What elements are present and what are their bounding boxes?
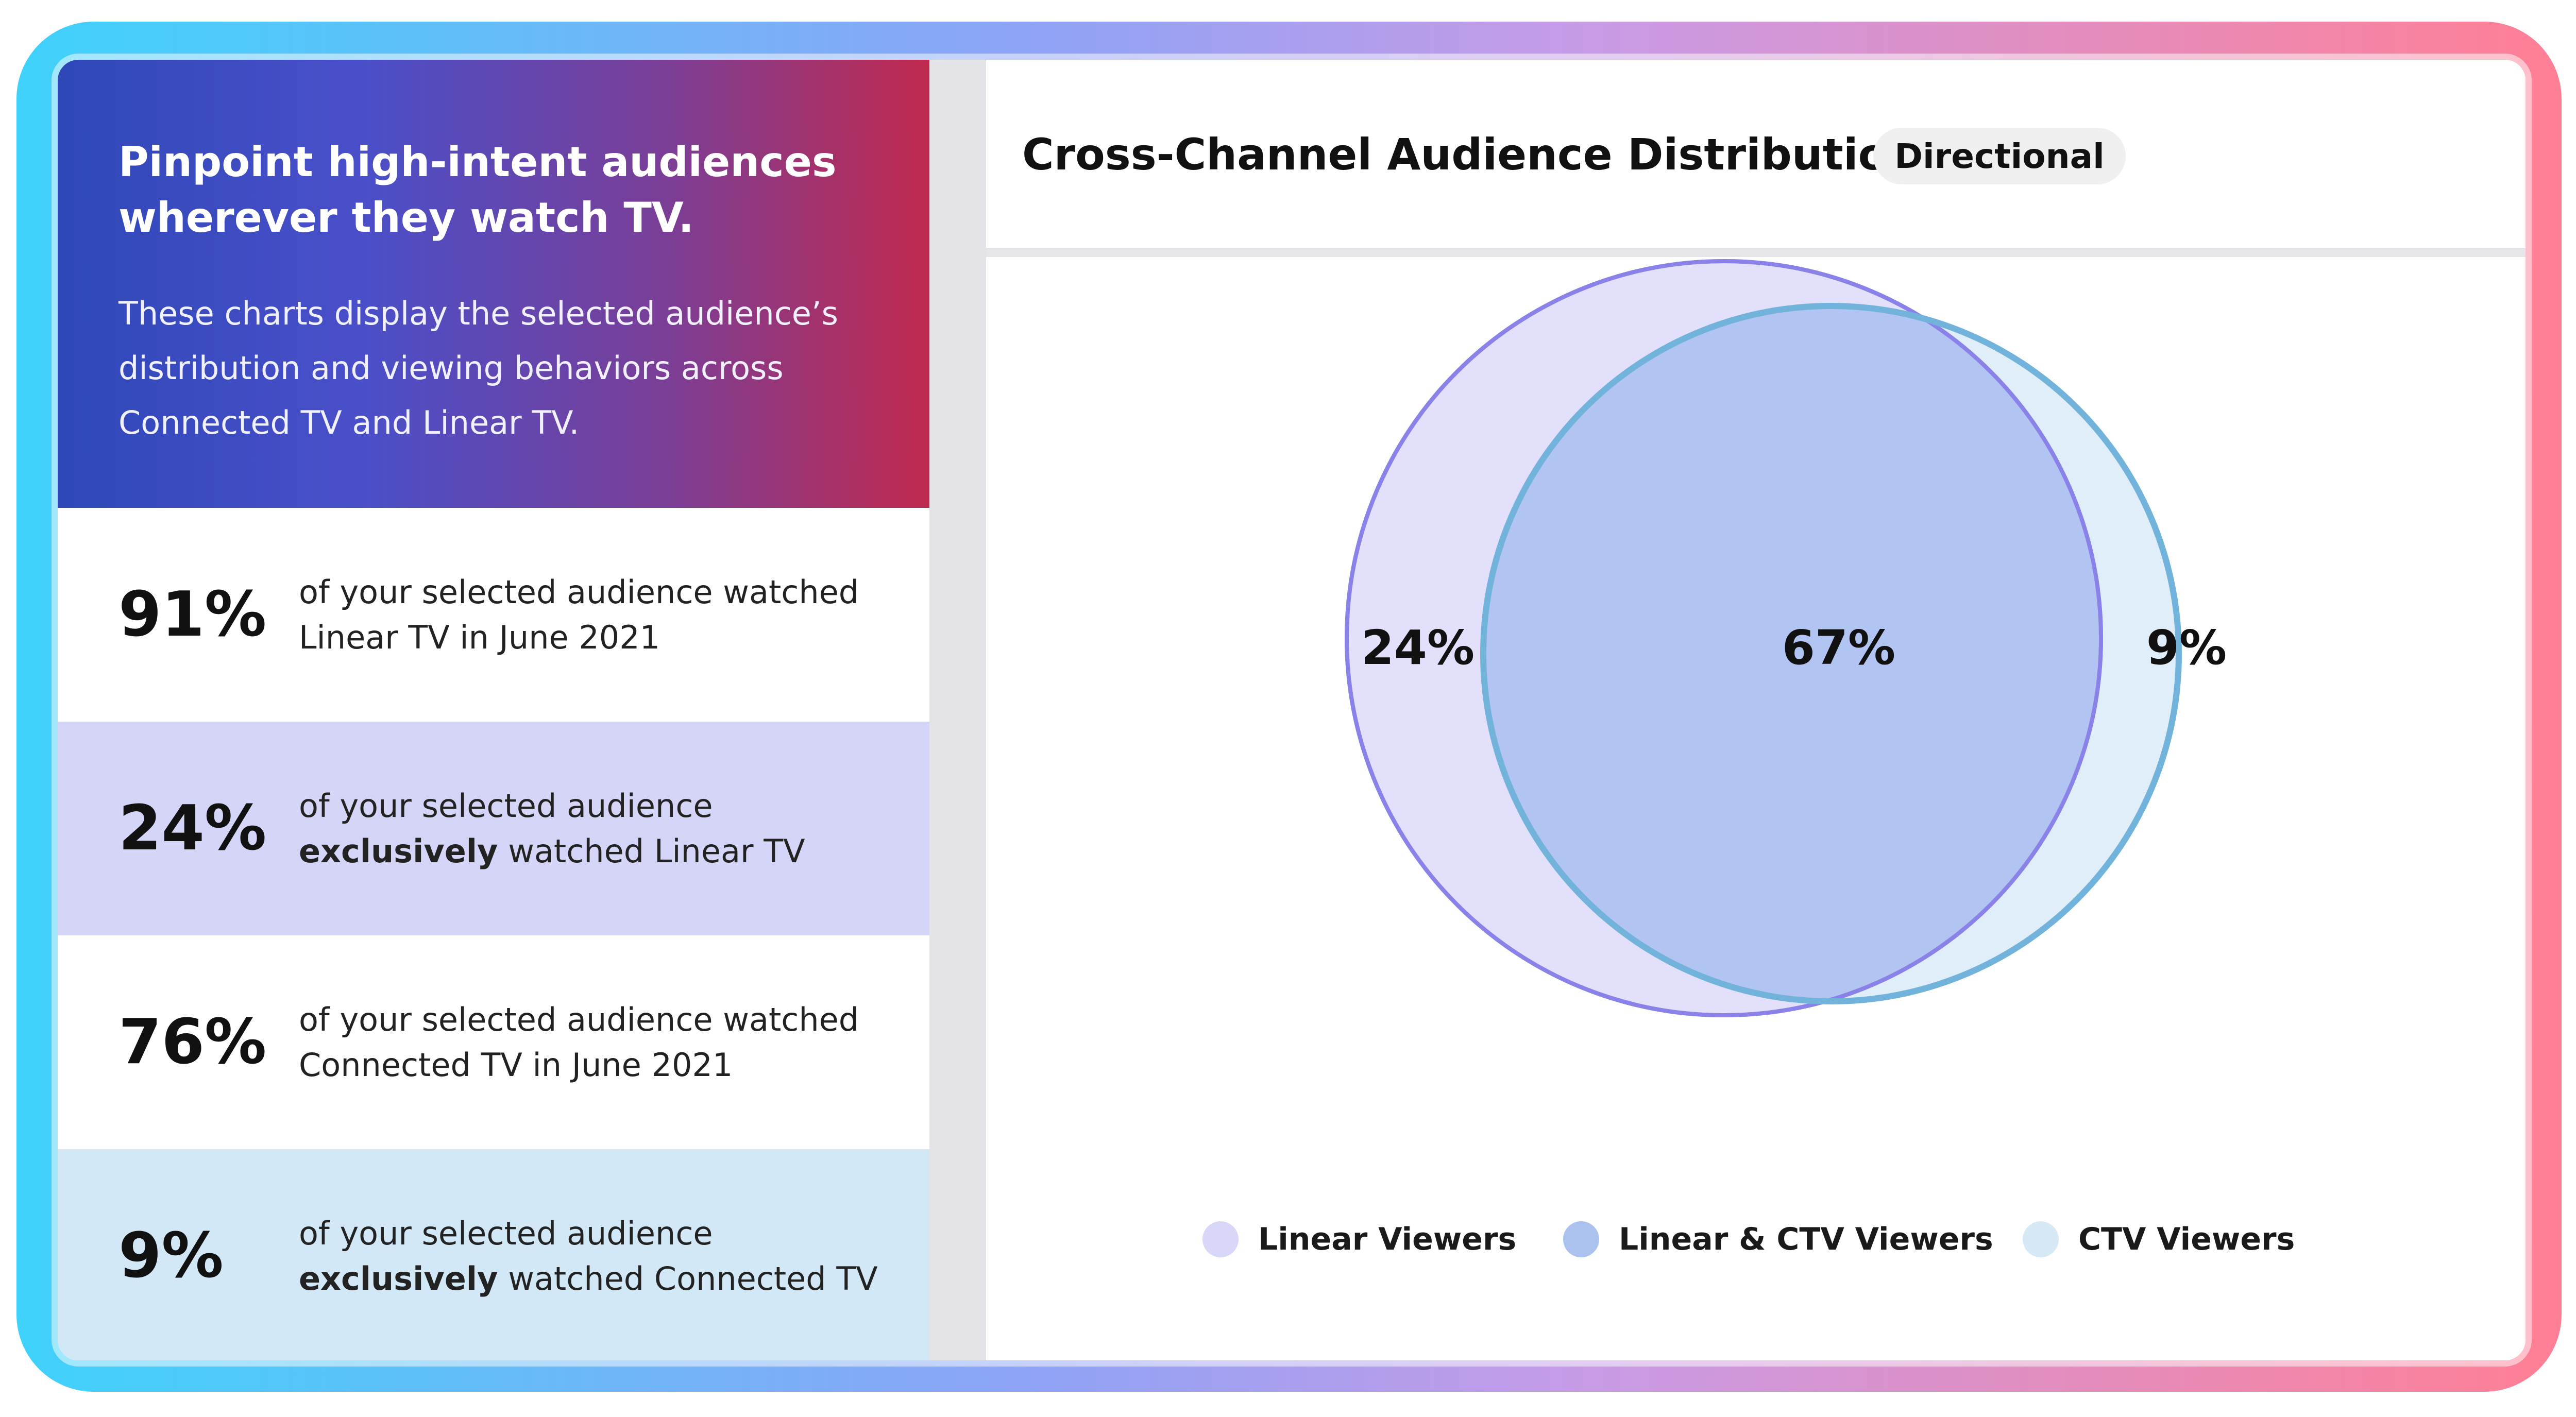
stat-description: of your selected audience exclusively wa… <box>299 1214 878 1298</box>
title-divider <box>986 248 2526 257</box>
stat-row-linear-exclusive: 24% of your selected audience exclusivel… <box>58 722 929 935</box>
header-block: Pinpoint high-intent audiences wherever … <box>58 60 929 508</box>
stat-description: of your selected audience watched Linear… <box>299 573 859 656</box>
legend-swatch-linear <box>1202 1221 1239 1257</box>
chart-legend: Linear Viewers Linear & CTV Viewers CTV … <box>986 1208 2526 1270</box>
venn-circle-ctv-outline <box>1480 303 2182 1004</box>
legend-swatch-ctv <box>2023 1221 2059 1257</box>
stat-value: 24% <box>118 793 267 864</box>
stat-description: of your selected audience exclusively wa… <box>299 787 805 870</box>
legend-swatch-overlap <box>1563 1221 1599 1257</box>
content-card: Pinpoint high-intent audiences wherever … <box>58 60 2526 1360</box>
venn-diagram: 24% 67% 9% <box>1345 259 2227 1017</box>
left-panel: Pinpoint high-intent audiences wherever … <box>58 60 929 1360</box>
legend-item-overlap: Linear & CTV Viewers <box>1563 1208 1993 1270</box>
chart-title: Cross-Channel Audience Distribution <box>1022 129 1919 180</box>
stat-value: 9% <box>118 1220 224 1292</box>
legend-item-linear: Linear Viewers <box>1202 1208 1516 1270</box>
legend-label: CTV Viewers <box>2078 1221 2295 1257</box>
venn-circle-linear-outline <box>1345 259 2103 1017</box>
venn-label-intersection: 67% <box>1782 620 1895 675</box>
stat-description: of your selected audience watched Connec… <box>299 1000 859 1084</box>
stat-value: 91% <box>118 579 267 651</box>
directional-badge: Directional <box>1873 128 2126 184</box>
panel-divider <box>929 60 986 1360</box>
legend-label: Linear Viewers <box>1258 1221 1517 1257</box>
venn-label-ctv-exclusive: 9% <box>2146 620 2227 675</box>
stat-row-linear: 91% of your selected audience watched Li… <box>58 508 929 722</box>
venn-intersection <box>1483 306 2101 1001</box>
chart-panel: Cross-Channel Audience Distribution Dire… <box>986 60 2526 1360</box>
stat-row-ctv-exclusive: 9% of your selected audience exclusively… <box>58 1149 929 1360</box>
legend-item-ctv: CTV Viewers <box>2023 1208 2295 1270</box>
stat-value: 76% <box>118 1006 267 1078</box>
header-description: These charts display the selected audien… <box>118 295 838 441</box>
venn-label-linear-exclusive: 24% <box>1361 620 1475 675</box>
header-title: Pinpoint high-intent audiences wherever … <box>118 138 837 242</box>
legend-label: Linear & CTV Viewers <box>1619 1221 1993 1257</box>
stat-row-ctv: 76% of your selected audience watched Co… <box>58 935 929 1149</box>
gradient-frame: Pinpoint high-intent audiences wherever … <box>16 22 2562 1392</box>
